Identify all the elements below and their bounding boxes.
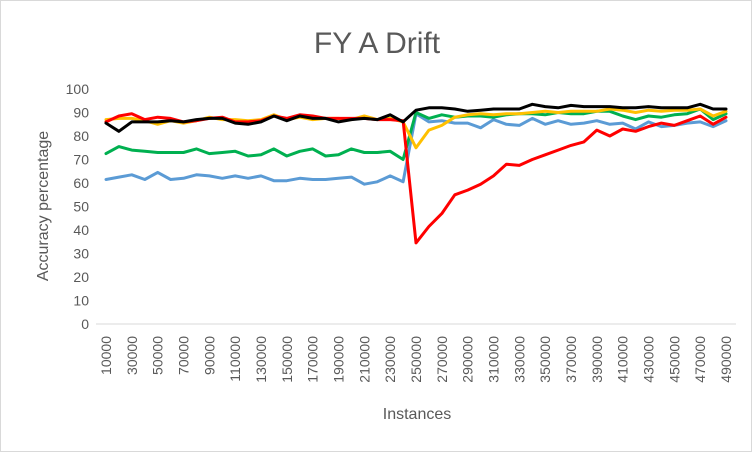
y-tick-label: 70 bbox=[73, 152, 89, 168]
y-tick-label: 10 bbox=[73, 293, 89, 309]
x-tick-label: 170000 bbox=[305, 336, 321, 383]
x-tick-label: 30000 bbox=[124, 336, 140, 375]
x-tick-label: 390000 bbox=[589, 336, 605, 383]
y-tick-label: 90 bbox=[73, 105, 89, 121]
x-tick-label: 130000 bbox=[253, 336, 269, 383]
x-tick-label: 350000 bbox=[537, 336, 553, 383]
x-axis-label: Instances bbox=[383, 406, 451, 423]
x-tick-label: 490000 bbox=[718, 336, 734, 383]
x-tick-label: 270000 bbox=[434, 336, 450, 383]
y-axis-ticks: 0 10 20 30 40 50 60 70 80 90 100 bbox=[66, 81, 90, 332]
y-axis-label: Accuracy percentage bbox=[35, 131, 52, 281]
x-tick-label: 250000 bbox=[408, 336, 424, 383]
series-line-5 bbox=[104, 102, 728, 133]
x-tick-label: 110000 bbox=[227, 336, 243, 382]
x-tick-label: 90000 bbox=[201, 336, 217, 375]
x-tick-label: 150000 bbox=[279, 336, 295, 383]
series-lines bbox=[104, 102, 728, 245]
x-tick-label: 10000 bbox=[98, 336, 114, 375]
y-tick-label: 0 bbox=[81, 316, 89, 332]
x-tick-label: 330000 bbox=[511, 336, 527, 383]
x-tick-label: 70000 bbox=[176, 336, 192, 375]
chart-title: FY A Drift bbox=[314, 27, 441, 60]
x-tick-label: 410000 bbox=[615, 336, 631, 383]
x-tick-label: 450000 bbox=[666, 336, 682, 383]
x-tick-label: 310000 bbox=[486, 336, 502, 383]
x-tick-label: 210000 bbox=[356, 336, 372, 383]
y-tick-label: 60 bbox=[73, 175, 89, 191]
y-tick-label: 80 bbox=[73, 128, 89, 144]
x-tick-label: 430000 bbox=[641, 336, 657, 383]
series-line-4 bbox=[104, 112, 728, 245]
x-tick-label: 230000 bbox=[382, 336, 398, 383]
series-line-2 bbox=[104, 107, 728, 161]
y-tick-label: 20 bbox=[73, 269, 89, 285]
y-tick-label: 100 bbox=[66, 81, 90, 97]
x-tick-label: 290000 bbox=[460, 336, 476, 383]
x-tick-label: 370000 bbox=[563, 336, 579, 383]
x-tick-label: 50000 bbox=[150, 336, 166, 375]
y-tick-label: 40 bbox=[73, 222, 89, 238]
x-tick-label: 190000 bbox=[331, 336, 347, 383]
y-tick-label: 50 bbox=[73, 199, 89, 215]
x-tick-label: 470000 bbox=[692, 336, 708, 383]
x-axis-ticks: 10000 30000 50000 70000 90000 110000 130000 150… bbox=[98, 336, 734, 383]
y-tick-label: 30 bbox=[73, 246, 89, 262]
